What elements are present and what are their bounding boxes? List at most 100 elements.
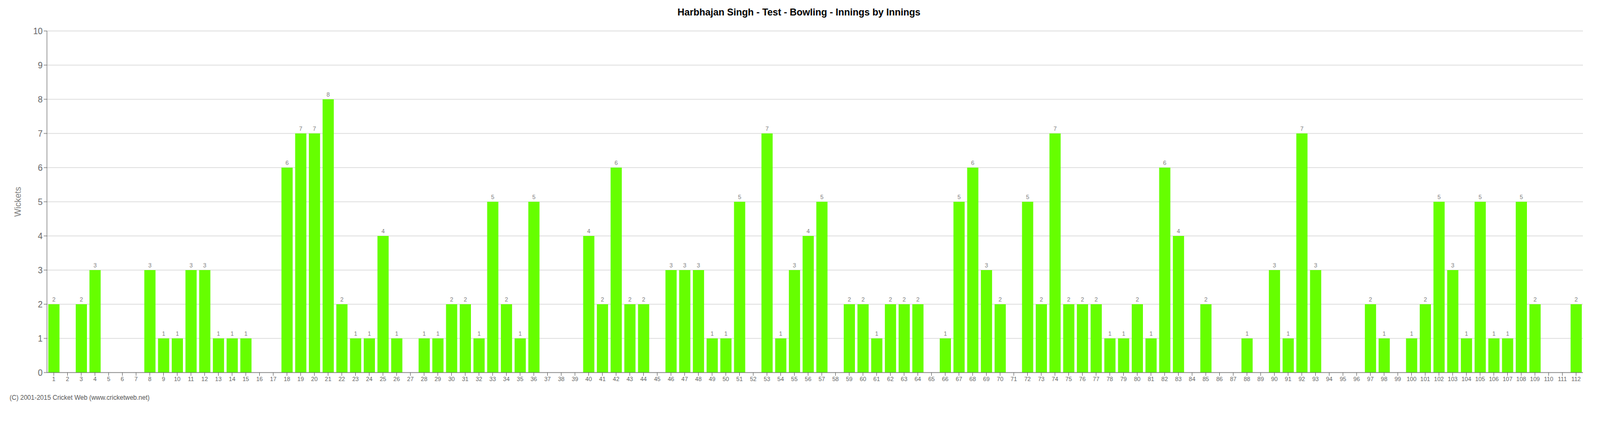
svg-text:2: 2 [340,296,344,303]
svg-text:104: 104 [1461,375,1471,382]
svg-text:3: 3 [793,261,797,269]
svg-text:51: 51 [736,375,743,382]
svg-text:2: 2 [998,296,1002,303]
svg-text:102: 102 [1434,375,1444,382]
svg-text:1: 1 [436,330,440,337]
svg-text:1: 1 [1465,330,1469,337]
svg-text:9: 9 [37,60,43,70]
svg-text:23: 23 [352,375,359,382]
svg-text:92: 92 [1298,375,1306,382]
svg-text:2: 2 [505,296,509,303]
svg-text:3: 3 [79,375,83,382]
svg-text:2: 2 [1423,296,1427,303]
svg-text:91: 91 [1284,375,1292,382]
svg-text:33: 33 [489,375,496,382]
svg-text:5: 5 [1437,193,1441,200]
svg-text:11: 11 [187,375,194,382]
svg-text:75: 75 [1065,375,1072,382]
svg-text:77: 77 [1092,375,1100,382]
svg-text:1: 1 [367,330,371,337]
svg-text:86: 86 [1216,375,1223,382]
svg-text:3: 3 [1273,261,1277,269]
svg-text:1: 1 [244,330,248,337]
svg-text:2: 2 [1204,296,1208,303]
svg-text:7: 7 [1300,125,1304,132]
svg-text:45: 45 [653,375,661,382]
svg-text:34: 34 [502,375,510,382]
svg-text:2: 2 [1094,296,1098,303]
svg-text:8: 8 [37,94,43,104]
svg-text:2: 2 [628,296,632,303]
svg-text:19: 19 [297,375,304,382]
svg-text:3: 3 [985,261,989,269]
svg-text:30: 30 [448,375,455,382]
svg-text:95: 95 [1339,375,1347,382]
svg-text:66: 66 [941,375,949,382]
svg-text:43: 43 [626,375,634,382]
svg-text:1: 1 [1108,330,1112,337]
svg-text:5: 5 [738,193,742,200]
svg-text:62: 62 [886,375,894,382]
svg-text:14: 14 [228,375,236,382]
svg-text:2: 2 [916,296,920,303]
svg-text:38: 38 [557,375,565,382]
svg-text:1: 1 [162,330,166,337]
svg-text:4: 4 [381,227,385,235]
svg-text:4: 4 [37,231,43,241]
svg-text:32: 32 [475,375,483,382]
svg-text:1: 1 [724,330,728,337]
svg-text:2: 2 [1533,296,1537,303]
svg-text:1: 1 [52,375,56,382]
svg-text:1: 1 [422,330,426,337]
svg-text:2: 2 [1574,296,1578,303]
svg-text:3: 3 [189,261,193,269]
svg-text:1: 1 [518,330,522,337]
svg-text:2: 2 [642,296,646,303]
svg-text:55: 55 [790,375,798,382]
svg-text:1: 1 [1506,330,1510,337]
svg-text:2: 2 [861,296,865,303]
svg-text:10: 10 [33,26,43,36]
svg-text:97: 97 [1366,375,1374,382]
svg-text:3: 3 [93,261,97,269]
svg-text:22: 22 [338,375,346,382]
svg-text:73: 73 [1037,375,1045,382]
svg-text:68: 68 [969,375,976,382]
svg-text:1: 1 [875,330,879,337]
svg-text:56: 56 [804,375,812,382]
svg-text:82: 82 [1161,375,1168,382]
svg-text:40: 40 [585,375,592,382]
svg-text:64: 64 [914,375,922,382]
svg-text:6: 6 [1163,159,1167,166]
svg-text:87: 87 [1229,375,1237,382]
svg-text:1: 1 [710,330,714,337]
svg-text:15: 15 [242,375,250,382]
svg-text:2: 2 [1067,296,1071,303]
svg-text:65: 65 [928,375,935,382]
svg-text:2: 2 [1081,296,1085,303]
svg-text:101: 101 [1420,375,1430,382]
svg-text:63: 63 [900,375,908,382]
svg-text:47: 47 [681,375,688,382]
svg-text:29: 29 [434,375,442,382]
svg-text:50: 50 [722,375,730,382]
svg-text:7: 7 [1053,125,1057,132]
svg-text:13: 13 [214,375,222,382]
svg-text:6: 6 [971,159,975,166]
svg-text:2: 2 [902,296,906,303]
svg-text:78: 78 [1106,375,1114,382]
svg-text:4: 4 [1177,227,1181,235]
svg-text:4: 4 [587,227,591,235]
svg-text:2: 2 [601,296,605,303]
svg-text:31: 31 [461,375,469,382]
svg-text:1: 1 [1410,330,1414,337]
svg-text:9: 9 [162,375,166,382]
svg-text:76: 76 [1078,375,1086,382]
svg-text:37: 37 [544,375,551,382]
svg-text:3: 3 [203,261,207,269]
svg-text:7: 7 [765,125,769,132]
svg-text:42: 42 [612,375,620,382]
svg-text:98: 98 [1380,375,1388,382]
svg-text:93: 93 [1312,375,1319,382]
svg-text:1: 1 [943,330,947,337]
